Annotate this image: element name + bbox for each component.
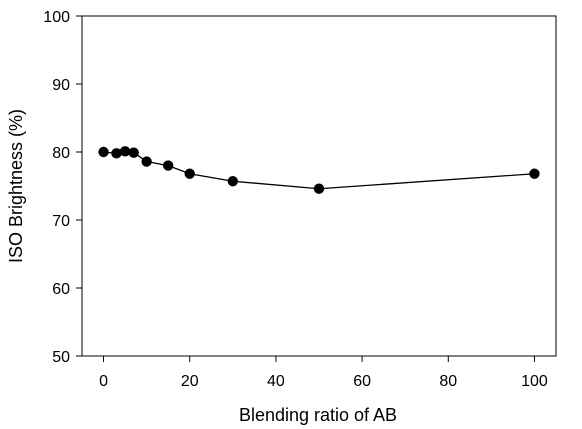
y-tick-label: 100: [43, 9, 70, 26]
x-axis-title: Blending ratio of AB: [239, 405, 397, 425]
y-tick-label: 60: [52, 281, 70, 298]
data-point: [529, 168, 540, 179]
y-tick-label: 70: [52, 213, 70, 230]
data-point: [162, 160, 174, 171]
x-tick-label: 60: [353, 373, 371, 390]
plot-area-border: [81, 15, 557, 357]
x-tick-label: 80: [439, 373, 457, 390]
x-tick-label: 20: [181, 373, 199, 390]
data-point: [111, 148, 122, 159]
data-point: [141, 156, 152, 167]
data-series: [98, 146, 540, 194]
y-tick-label: 50: [52, 349, 70, 366]
y-tick-label: 80: [52, 145, 70, 162]
plot-frame: [81, 15, 557, 357]
x-tick-label: 40: [267, 373, 285, 390]
data-point: [313, 183, 325, 194]
x-tick-label: 0: [99, 373, 108, 390]
data-point: [119, 146, 131, 157]
data-point: [227, 176, 239, 187]
axis-ticks: 0 20 40 60 80 100 50 60 70 80 90 100: [43, 9, 548, 390]
y-tick-label: 90: [52, 77, 70, 94]
data-point: [128, 147, 139, 158]
data-point: [184, 168, 195, 179]
data-point: [98, 146, 109, 158]
y-axis-title: ISO Brightness (%): [6, 109, 26, 263]
x-tick-label: 100: [521, 373, 548, 390]
